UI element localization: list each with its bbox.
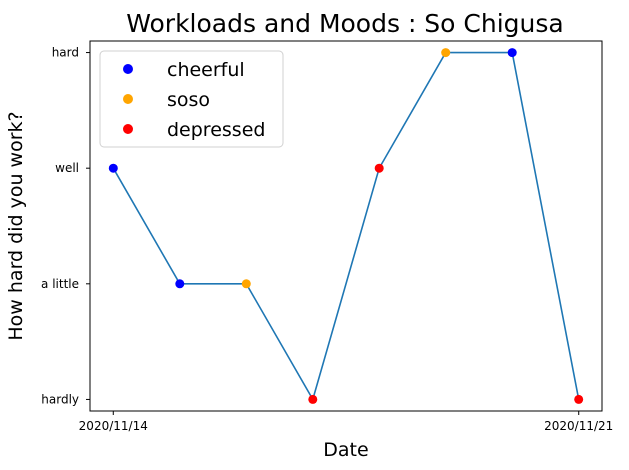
y-tick-label: hard (52, 46, 79, 60)
legend-label-soso: soso (167, 89, 210, 111)
axis-ticks: hardly a little well hard 2020/11/14 2020/11/… (41, 46, 613, 433)
legend-marker-cheerful (123, 64, 133, 74)
data-point-cheerful (507, 48, 517, 58)
y-tick-label: hardly (41, 392, 79, 406)
x-tick-label: 2020/11/14 (79, 419, 148, 433)
data-point-cheerful (108, 163, 118, 173)
data-point-depressed (374, 163, 384, 173)
chart-title: Workloads and Moods : So Chigusa (126, 9, 563, 38)
data-point-depressed (574, 394, 584, 404)
legend-label-cheerful: cheerful (167, 59, 245, 81)
y-tick-label: a little (41, 277, 79, 291)
series-line (112, 51, 580, 402)
data-point-soso (441, 48, 451, 58)
y-axis-label: How hard did you work? (5, 111, 27, 340)
data-point-cheerful (175, 279, 185, 289)
legend-box (99, 50, 284, 148)
data-point-soso (241, 279, 251, 289)
data-point-depressed (308, 394, 318, 404)
y-tick-label: well (55, 161, 79, 175)
x-axis-label: Date (323, 439, 368, 461)
legend: cheerful soso depressed (99, 50, 284, 148)
legend-marker-soso (123, 94, 133, 104)
x-tick-label: 2020/11/21 (544, 419, 613, 433)
legend-marker-depressed (123, 124, 133, 134)
axes-frame (89, 40, 603, 412)
plot-area (108, 48, 584, 404)
legend-label-depressed: depressed (167, 119, 265, 141)
